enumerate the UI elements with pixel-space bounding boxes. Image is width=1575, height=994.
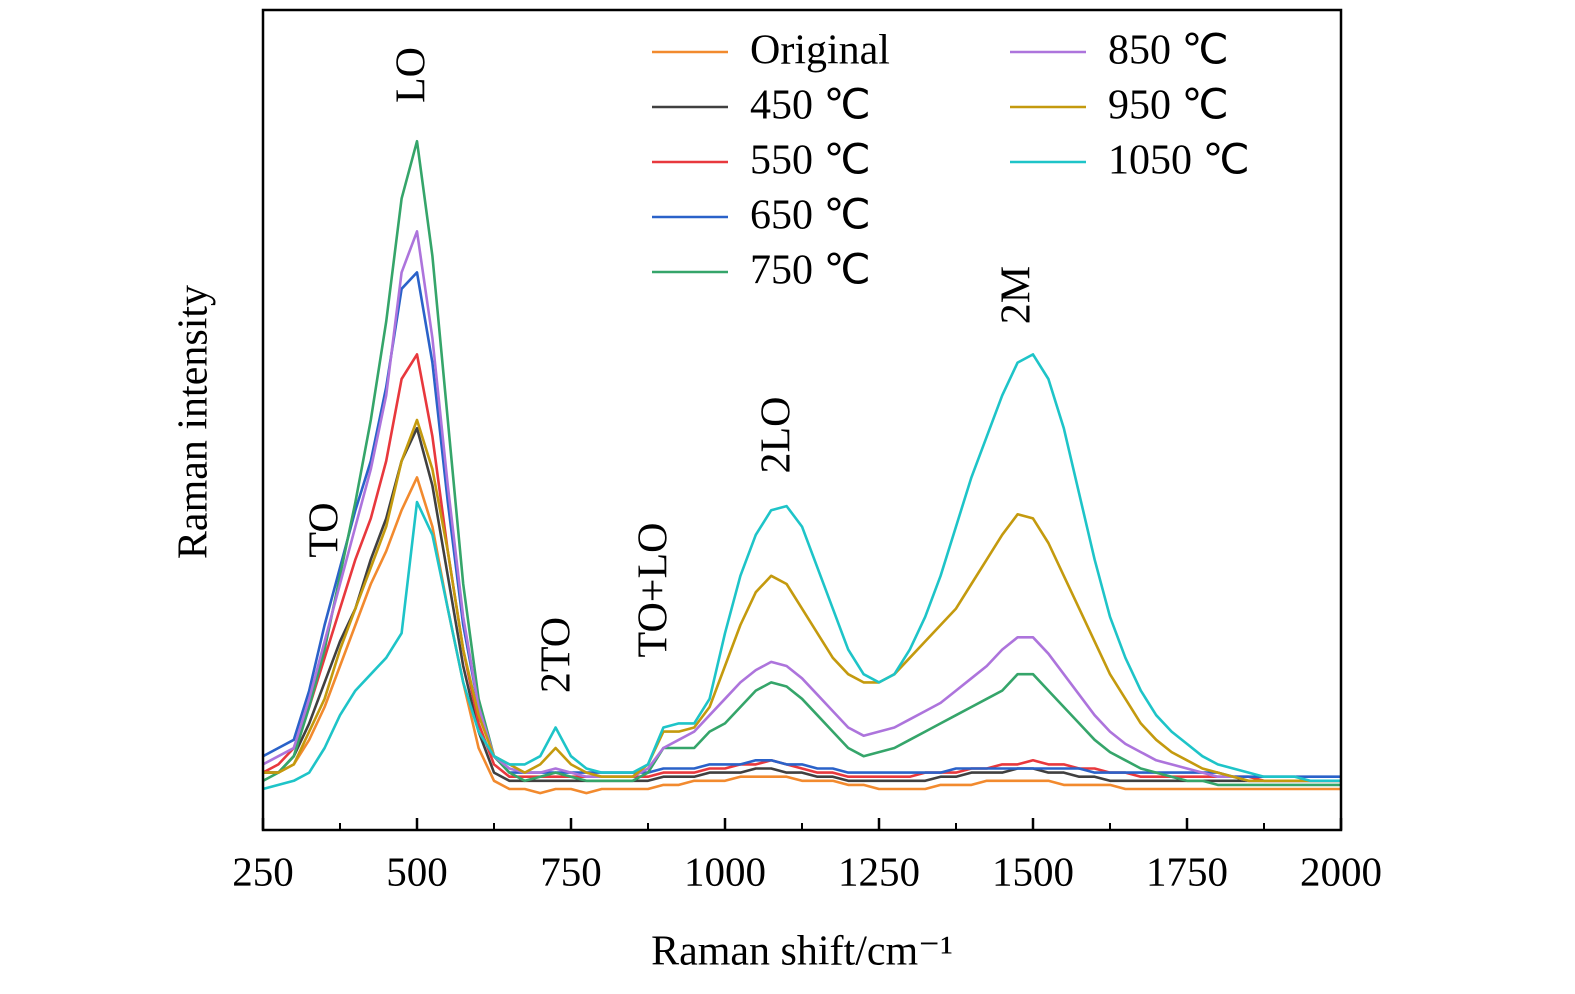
spectrum-line xyxy=(263,426,1341,783)
peak-annotation: TO xyxy=(302,502,348,557)
legend-label: Original xyxy=(750,28,890,74)
spectrum-line xyxy=(263,139,1341,787)
spectrum-line xyxy=(263,418,1341,783)
peak-annotation: TO+LO xyxy=(631,523,677,658)
x-axis-label: Raman shift/cm⁻¹ xyxy=(651,929,953,975)
x-tick-label: 1250 xyxy=(838,848,920,894)
spectrum-line xyxy=(263,230,1341,783)
spectrum-line xyxy=(263,353,1341,791)
legend-label: 950 ℃ xyxy=(1108,83,1229,129)
legend-label: 650 ℃ xyxy=(750,193,871,239)
x-tick-label: 1750 xyxy=(1146,848,1228,894)
peak-annotation: 2TO xyxy=(534,617,580,693)
y-axis-label: Raman intensity xyxy=(171,285,217,559)
x-tick-label: 1000 xyxy=(684,848,766,894)
x-tick-label: 2000 xyxy=(1300,848,1382,894)
legend-label: 550 ℃ xyxy=(750,138,871,184)
spectrum-line xyxy=(263,353,1341,783)
spectrum-line xyxy=(263,271,1341,778)
legend-label: 1050 ℃ xyxy=(1108,138,1250,184)
legend-label: 750 ℃ xyxy=(750,248,871,294)
peak-annotation: 2LO xyxy=(754,397,800,474)
peak-annotation: 2M xyxy=(994,266,1040,324)
x-tick-label: 1500 xyxy=(992,848,1074,894)
plot-frame xyxy=(261,8,1343,832)
x-tick-label: 750 xyxy=(540,848,602,894)
peak-annotation: LO xyxy=(389,47,435,103)
x-tick-label: 500 xyxy=(386,848,448,894)
x-tick-label: 250 xyxy=(232,848,294,894)
legend-label: 450 ℃ xyxy=(750,83,871,129)
legend-label: 850 ℃ xyxy=(1108,28,1229,74)
